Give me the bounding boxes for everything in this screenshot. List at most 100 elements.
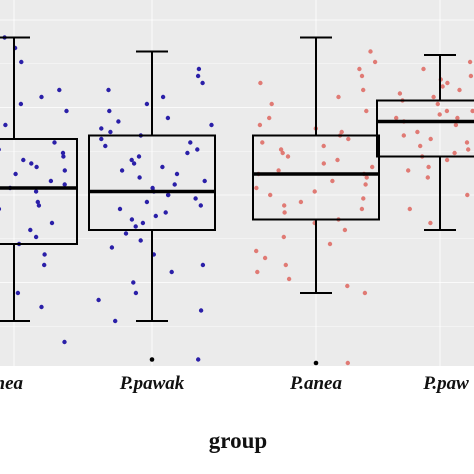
data-point: [129, 217, 135, 222]
box-iqr: [88, 134, 216, 231]
data-point: [406, 168, 411, 173]
data-point: [428, 136, 433, 142]
data-point: [364, 108, 369, 114]
data-point: [267, 115, 272, 121]
data-point: [342, 227, 348, 233]
x-axis-title: group: [209, 428, 267, 453]
data-point: [103, 143, 108, 149]
data-point: [339, 129, 344, 135]
data-point: [62, 168, 67, 173]
outlier-point: [149, 357, 155, 362]
data-point: [401, 133, 406, 138]
data-point: [29, 161, 34, 166]
data-point: [13, 171, 18, 177]
data-point: [133, 224, 138, 229]
box-iqr: [252, 134, 380, 221]
data-point: [330, 178, 335, 184]
data-point: [62, 339, 67, 345]
data-point: [117, 206, 123, 212]
data-point: [468, 73, 474, 79]
data-point: [470, 108, 474, 114]
data-point: [444, 108, 450, 114]
data-point: [276, 168, 281, 173]
data-point: [64, 108, 69, 114]
data-point: [257, 122, 263, 128]
data-point: [35, 199, 40, 205]
data-point: [0, 147, 1, 152]
data-point: [165, 115, 171, 121]
data-point: [119, 168, 125, 173]
data-point: [286, 276, 292, 282]
data-point: [163, 210, 168, 215]
data-point: [440, 84, 445, 89]
data-point: [196, 357, 201, 362]
data-point: [359, 206, 365, 212]
data-point: [42, 262, 47, 268]
data-point: [138, 238, 143, 243]
box-2: [88, 50, 216, 362]
data-point: [431, 94, 436, 100]
data-point: [52, 140, 57, 145]
data-point: [361, 196, 366, 201]
data-point: [33, 234, 39, 240]
data-point: [445, 80, 450, 86]
data-point: [160, 94, 166, 100]
data-point: [368, 49, 373, 54]
data-point: [36, 203, 42, 208]
x-tick-label: P.paw: [422, 373, 469, 394]
data-point: [254, 248, 259, 254]
data-point: [418, 143, 423, 149]
data-point: [209, 122, 214, 128]
data-point: [107, 108, 112, 114]
data-point: [19, 59, 24, 65]
data-point: [457, 87, 462, 93]
plot-panel: [0, 0, 474, 366]
data-point: [345, 360, 350, 366]
data-point: [172, 182, 177, 187]
data-point: [116, 119, 121, 124]
data-point: [153, 213, 158, 219]
data-point: [123, 231, 129, 236]
data-point: [370, 164, 375, 170]
data-point: [452, 150, 457, 156]
boxes: [0, 36, 474, 366]
data-point: [144, 101, 150, 107]
data-point: [280, 150, 285, 156]
data-point: [131, 161, 137, 166]
data-point: [61, 154, 66, 159]
data-point: [465, 192, 470, 198]
data-point: [361, 87, 366, 93]
data-point: [196, 66, 202, 72]
data-point: [336, 94, 341, 100]
data-point: [467, 59, 473, 65]
box-iqr: [376, 99, 474, 158]
data-point: [198, 203, 203, 208]
data-point: [42, 252, 47, 257]
data-point: [3, 122, 8, 128]
data-point: [200, 262, 206, 268]
data-point: [363, 182, 368, 187]
data-point: [15, 290, 21, 296]
data-point: [0, 207, 2, 211]
data-point: [193, 196, 198, 201]
data-point: [269, 101, 274, 107]
data-point: [428, 220, 433, 226]
data-point: [321, 161, 326, 166]
data-point: [133, 290, 139, 296]
data-point: [39, 94, 44, 100]
data-point: [278, 147, 284, 152]
data-point: [426, 164, 431, 170]
data-point: [425, 175, 430, 180]
data-point: [357, 66, 362, 72]
data-point: [99, 136, 104, 142]
data-point: [258, 80, 263, 86]
data-point: [150, 185, 155, 191]
data-point: [136, 154, 142, 159]
data-point: [415, 129, 420, 135]
data-point: [108, 129, 113, 135]
box-1: [0, 36, 78, 322]
data-point: [140, 220, 146, 226]
data-point: [198, 308, 204, 313]
data-point: [260, 140, 265, 145]
